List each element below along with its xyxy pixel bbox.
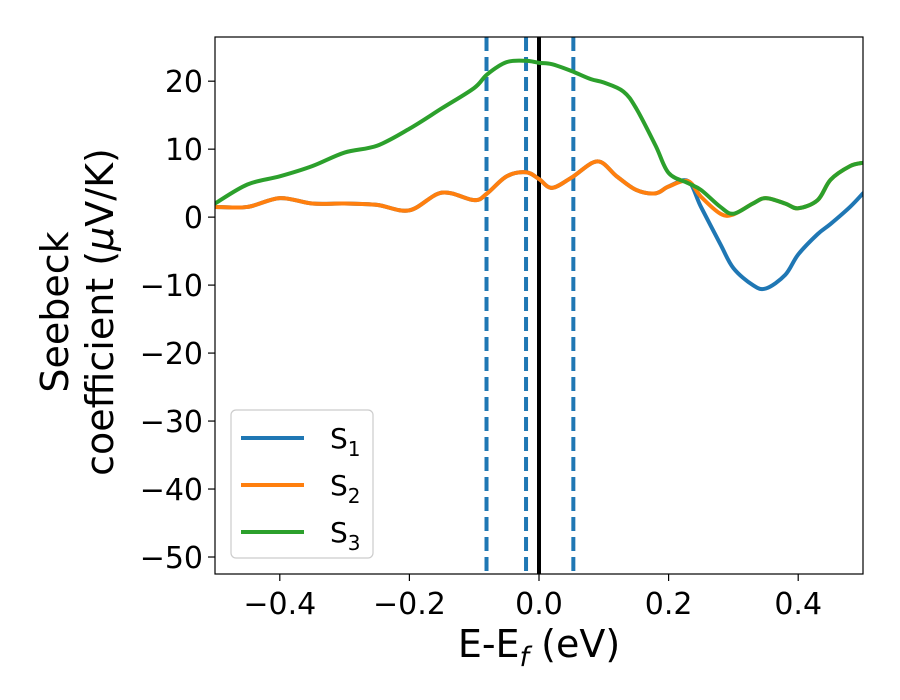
y-tick-label: 0 bbox=[184, 201, 203, 236]
x-axis-label-unit: (eV) bbox=[529, 622, 620, 666]
y-tick-label: −40 bbox=[140, 473, 203, 508]
x-axis-label: E-Ef (eV) bbox=[458, 622, 620, 673]
legend-label-s3: S3 bbox=[330, 516, 361, 555]
legend-label-s2: S2 bbox=[330, 469, 361, 508]
x-tick-label: 0.2 bbox=[645, 587, 693, 622]
series-line-s3 bbox=[215, 58, 863, 216]
legend: S1 S2 S3 bbox=[230, 409, 374, 559]
y-tick-label: −20 bbox=[140, 337, 203, 372]
x-tick-label: −0.2 bbox=[373, 587, 446, 622]
y-axis-label: Seebeck coefficient (μV/K) bbox=[33, 148, 122, 476]
y-tick-label: −50 bbox=[140, 541, 203, 576]
y-tick-label: 20 bbox=[165, 65, 203, 100]
legend-label-s1: S1 bbox=[330, 422, 361, 461]
y-tick-label: −10 bbox=[140, 269, 203, 304]
x-tick-label: 0.4 bbox=[774, 587, 822, 622]
y-tick-label: −30 bbox=[140, 405, 203, 440]
y-axis-label-line2: coefficient (μV/K) bbox=[78, 148, 122, 476]
x-tick-label: −0.4 bbox=[243, 587, 316, 622]
y-tick-label: 10 bbox=[165, 133, 203, 168]
y-axis-label-line1: Seebeck bbox=[33, 231, 77, 392]
x-tick-label: 0.0 bbox=[515, 587, 563, 622]
